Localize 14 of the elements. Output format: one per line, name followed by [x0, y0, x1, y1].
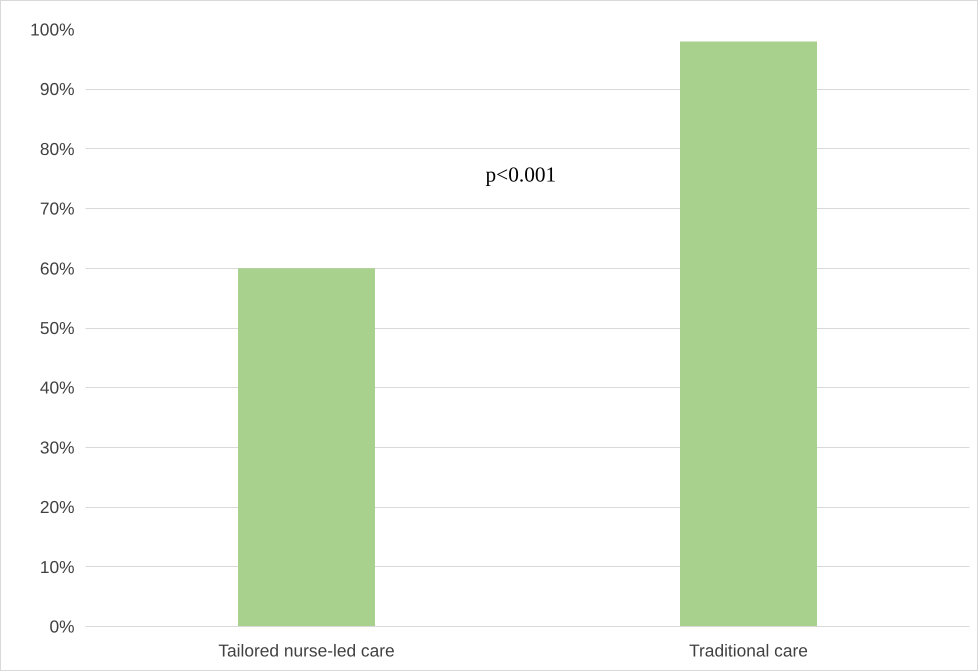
y-tick-label: 30% [40, 437, 75, 458]
y-tick-label: 40% [40, 378, 75, 398]
y-tick-label: 100% [30, 20, 75, 40]
y-tick-label: 60% [40, 258, 75, 278]
y-tick-label: 90% [40, 79, 75, 100]
y-tick-label: 80% [40, 138, 75, 159]
y-tick-label: 20% [40, 497, 75, 518]
y-tick-label: 70% [40, 198, 75, 219]
annotation: p<0.001 [486, 162, 556, 186]
x-tick-label: Traditional care [689, 640, 808, 660]
y-tick-label: 50% [40, 318, 75, 338]
y-tick-label: 10% [40, 556, 75, 577]
y-tick-label: 0% [49, 616, 74, 636]
x-tick-label: Tailored nurse-led care [218, 640, 395, 660]
